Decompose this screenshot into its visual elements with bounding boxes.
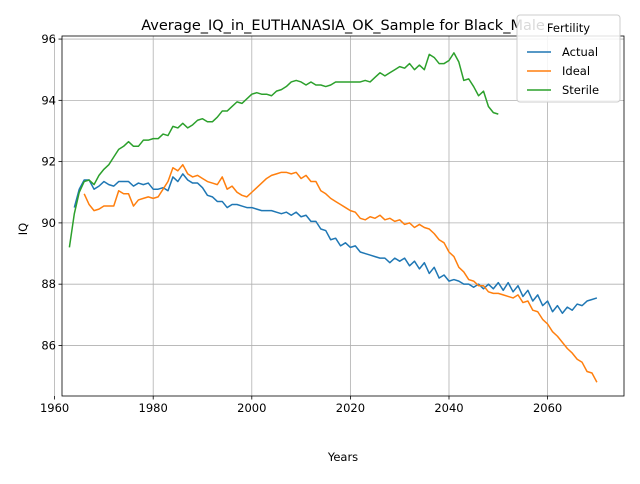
y-tick-label: 94 xyxy=(41,93,56,107)
legend: Fertility Actual Ideal Sterile xyxy=(516,14,621,103)
legend-label-sterile: Sterile xyxy=(562,83,599,97)
series-line-sterile xyxy=(68,52,499,248)
x-tick-label: 1980 xyxy=(139,401,168,415)
legend-label-actual: Actual xyxy=(562,45,598,59)
legend-label-ideal: Ideal xyxy=(562,64,590,78)
y-tick-label: 86 xyxy=(41,338,56,352)
y-axis-label: IQ xyxy=(16,223,30,235)
x-tick-label: 1960 xyxy=(40,401,69,415)
series-line-ideal xyxy=(83,163,598,383)
x-tick-label: 2020 xyxy=(336,401,365,415)
tick-layer: 1960 1980 2000 2020 2040 2060 86 88 90 92 94 96 xyxy=(40,32,562,415)
y-tick-label: 90 xyxy=(41,216,56,230)
y-tick-label: 88 xyxy=(41,277,56,291)
series-line-actual xyxy=(73,173,598,315)
series-layer xyxy=(68,52,598,383)
y-tick-label: 92 xyxy=(41,155,56,169)
x-tick-label: 2060 xyxy=(533,401,562,415)
x-tick-label: 2040 xyxy=(434,401,463,415)
plot-frame xyxy=(61,35,625,397)
legend-box xyxy=(516,14,621,103)
chart-title: Average_IQ_in_EUTHANASIA_OK_Sample for B… xyxy=(141,18,545,34)
x-axis-label: Years xyxy=(327,450,358,464)
legend-entries: Actual Ideal Sterile xyxy=(527,45,599,97)
legend-title: Fertility xyxy=(547,21,590,35)
y-tick-label: 96 xyxy=(41,32,56,46)
x-tick-label: 2000 xyxy=(237,401,266,415)
